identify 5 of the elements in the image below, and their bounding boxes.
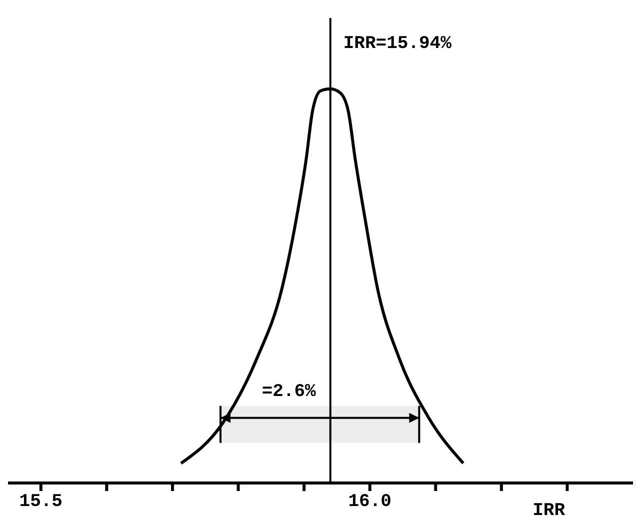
x-axis-title: IRR bbox=[532, 501, 566, 521]
x-tick-label: 16.0 bbox=[348, 492, 392, 512]
ref-line-label: IRR=15.94% bbox=[343, 34, 452, 54]
x-tick-label: 15.5 bbox=[19, 492, 63, 512]
band-label: =2.6% bbox=[262, 382, 316, 402]
